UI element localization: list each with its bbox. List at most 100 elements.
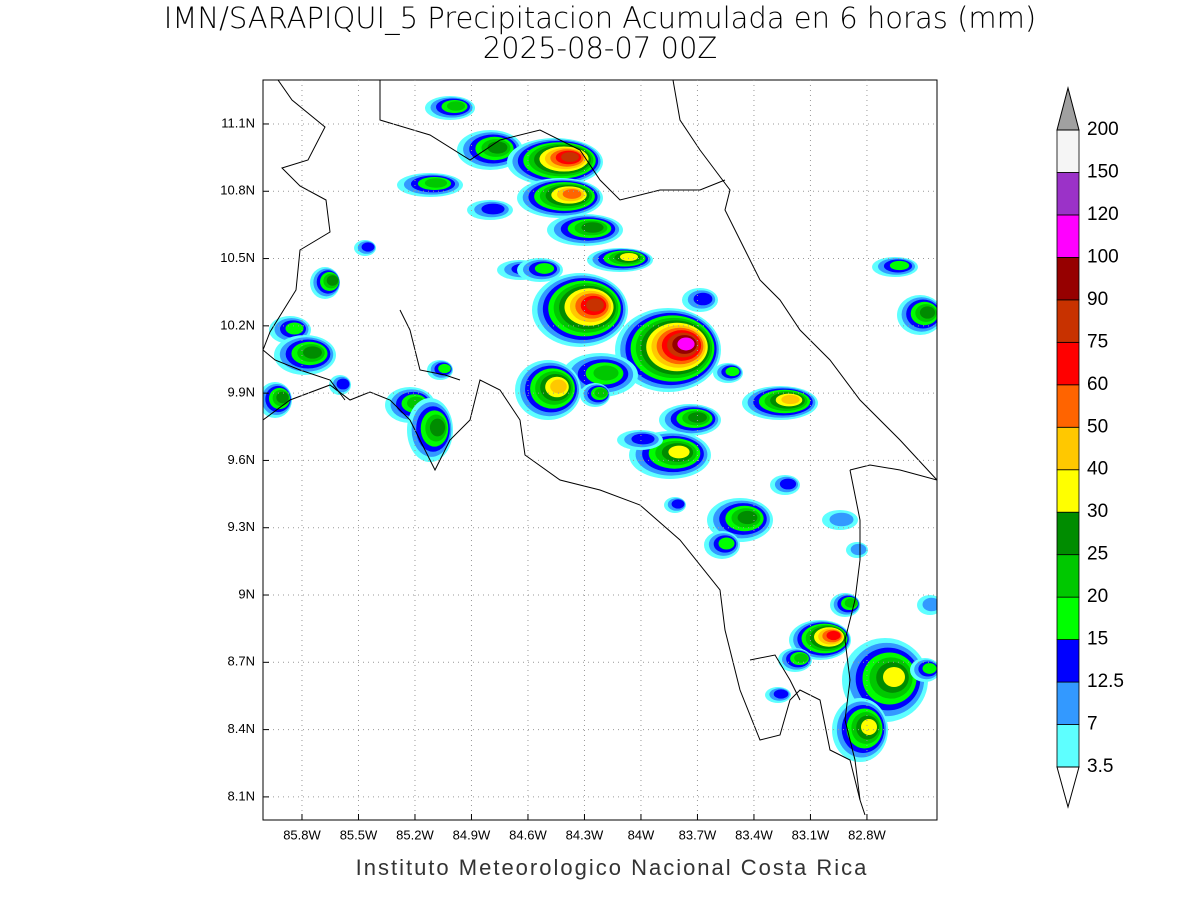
coastline: [263, 349, 346, 401]
precipitation-area: [276, 391, 289, 404]
precipitation-area: [737, 510, 758, 525]
subtitle: 2025-08-07 00Z: [483, 31, 718, 65]
precipitation-area: [794, 653, 808, 663]
coastline: [672, 80, 937, 481]
precipitation-area: [581, 222, 604, 233]
precipitation-area: [593, 365, 619, 381]
y-tick-label: 8.7N: [228, 654, 255, 669]
precipitation-area: [671, 499, 685, 509]
x-tick-label: 85.8W: [283, 827, 321, 842]
precipitation-area: [447, 101, 465, 111]
colorbar-box: [1056, 596, 1080, 641]
y-tick-label: 9.9N: [228, 385, 255, 400]
x-tick-label: 85.2W: [396, 827, 434, 842]
x-tick-label: 85.5W: [340, 827, 378, 842]
precipitation-area: [922, 597, 937, 612]
colorbar-box: [1056, 299, 1080, 343]
precipitation-area: [922, 663, 937, 674]
coastline: [849, 464, 937, 481]
precipitation-area: [438, 363, 451, 374]
colorbar-label: 12.5: [1087, 671, 1124, 692]
x-tick-label: 83.1W: [792, 827, 830, 842]
y-tick-label: 10.2N: [220, 317, 255, 332]
precipitation-area: [861, 719, 877, 735]
colorbar-label: 30: [1087, 501, 1108, 522]
precipitation-area: [725, 366, 740, 377]
precipitation-area: [561, 152, 579, 162]
precipitation-area: [781, 394, 800, 405]
colorbar-label: 120: [1087, 204, 1119, 225]
colorbar-label: 100: [1087, 246, 1119, 267]
colorbar-label: 150: [1087, 161, 1119, 182]
precipitation-area: [677, 337, 695, 351]
precipitation-area: [718, 537, 735, 550]
x-tick-label: 82.8W: [848, 827, 886, 842]
x-tick-label: 83.7W: [679, 827, 717, 842]
precipitation-area: [562, 189, 582, 199]
footer: Instituto Meteorologico Nacional Costa R…: [356, 855, 869, 880]
precipitation-area: [429, 418, 446, 437]
title: IMN/SARAPIQUI_5 Precipitacion Acumulada …: [164, 1, 1036, 36]
precipitation-area: [361, 242, 375, 252]
x-tick-label: 84.3W: [566, 827, 604, 842]
precipitation-area: [550, 379, 567, 394]
precipitation-area: [668, 445, 690, 459]
y-tick-label: 10.5N: [220, 250, 255, 265]
colorbar-label: 15: [1087, 629, 1108, 650]
x-tick-label: 84.9W: [453, 827, 491, 842]
x-tick-label: 83.4W: [735, 827, 773, 842]
coastline: [749, 654, 801, 701]
precipitation-area: [303, 346, 322, 359]
precipitation-area: [534, 263, 555, 274]
colorbar-box: [1056, 511, 1080, 556]
precipitation-area: [487, 141, 508, 154]
colorbar-box: [1056, 426, 1080, 471]
colorbar-label: 50: [1087, 416, 1108, 437]
precipitation-area: [889, 260, 910, 271]
colorbar-label: 200: [1087, 119, 1119, 140]
y-tick-label: 9N: [238, 586, 255, 601]
precipitation-area: [883, 667, 905, 687]
coastline: [263, 379, 866, 816]
precipitation-area: [594, 388, 608, 398]
y-tick-label: 9.3N: [228, 519, 255, 534]
colorbar-label: 75: [1087, 331, 1108, 352]
coastline: [263, 80, 331, 351]
colorbar-label: 90: [1087, 289, 1108, 310]
coastline: [399, 309, 461, 381]
precipitation-area: [693, 292, 713, 306]
y-tick-label: 10.8N: [220, 183, 255, 198]
colorbar-under: [1056, 766, 1080, 809]
map-frame: [262, 79, 938, 821]
colorbar-over: [1056, 86, 1080, 131]
colorbar-box: [1056, 214, 1080, 258]
colorbar-box: [1056, 681, 1080, 725]
precipitation-area: [829, 512, 854, 527]
colorbar-box: [1056, 554, 1080, 598]
precipitation-area: [481, 203, 505, 215]
precipitation-area: [631, 433, 655, 445]
colorbar-box: [1056, 341, 1080, 386]
precipitation-area: [326, 275, 339, 286]
colorbar-label: 60: [1087, 374, 1108, 395]
x-tick-label: 84.6W: [509, 827, 547, 842]
colorbar-box: [1056, 129, 1080, 173]
precipitation-area: [424, 178, 448, 188]
colorbar-box: [1056, 639, 1080, 683]
colorbar-label: 40: [1087, 459, 1108, 480]
colorbar-box: [1056, 256, 1080, 301]
colorbar-box: [1056, 172, 1080, 216]
precipitation-area: [826, 630, 841, 641]
y-tick-label: 8.1N: [228, 788, 255, 803]
colorbar-label: 20: [1087, 586, 1108, 607]
precipitation-area: [620, 253, 638, 261]
colorbar-label: 7: [1087, 714, 1098, 735]
colorbar-box: [1056, 724, 1080, 768]
precipitation-area: [586, 298, 604, 312]
precipitation-area: [919, 306, 936, 319]
x-tick-label: 84W: [628, 827, 655, 842]
border: [844, 469, 861, 801]
precipitation-area: [779, 478, 797, 490]
